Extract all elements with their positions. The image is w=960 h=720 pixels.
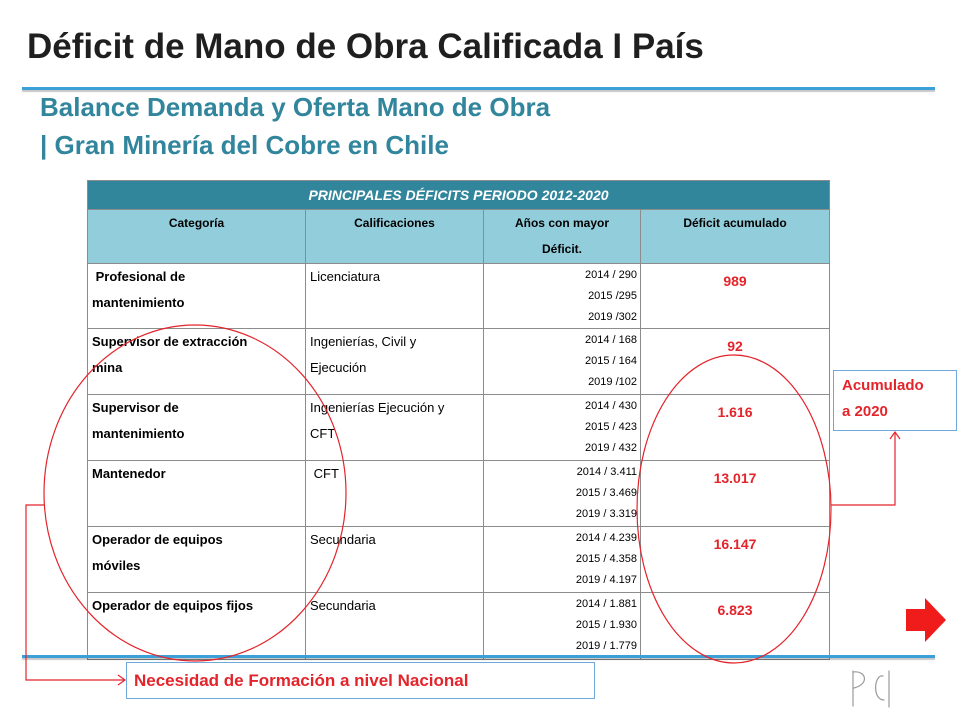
cell-calificaciones: Secundaria (305, 526, 484, 593)
cell-categoria: Supervisor de extracción mina (87, 328, 306, 395)
callout-acumulado-line-2: a 2020 (842, 403, 888, 420)
cell-deficit: 92 (640, 328, 830, 395)
table-row: Supervisor de mantenimiento Ingenierías … (87, 394, 830, 461)
callout-necesidad: Necesidad de Formación a nivel Nacional (126, 662, 595, 699)
table-caption-row: PRINCIPALES DÉFICITS PERIODO 2012-2020 (87, 180, 830, 210)
cell-calificaciones: Ingenierías, Civil y Ejecución (305, 328, 484, 395)
deficit-table: PRINCIPALES DÉFICITS PERIODO 2012-2020 C… (87, 180, 830, 660)
callout-acumulado-line-1: Acumulado (842, 377, 924, 394)
anio-value: 2019 / 3.319 (575, 508, 637, 520)
table-row: Operador de equipos móviles Secundaria 2… (87, 526, 830, 593)
anio-value: 2014 / 4.239 (575, 532, 637, 544)
anio-value: 2019 / 4.197 (575, 574, 637, 586)
cell-anios: 2014 / 430 2015 / 423 2019 / 432 (483, 394, 641, 461)
cell-deficit: 6.823 (640, 592, 830, 660)
pci-logo (852, 670, 890, 708)
cell-categoria: Operador de equipos fijos (87, 592, 306, 660)
subtitle-line-1: Balance Demanda y Oferta Mano de Obra (40, 92, 551, 122)
cell-anios: 2014 / 1.881 2015 / 1.930 2019 / 1.779 (483, 592, 641, 660)
table-header-row: Categoría Calificaciones Años con mayor … (87, 209, 830, 264)
cell-calificaciones: Secundaria (305, 592, 484, 660)
table-row: Supervisor de extracción mina Ingeniería… (87, 328, 830, 395)
anio-value: 2019 / 1.779 (575, 640, 637, 652)
cell-categoria: Supervisor de mantenimiento (87, 394, 306, 461)
cell-anios: 2014 / 168 2015 / 164 2019 /102 (483, 328, 641, 395)
table-caption: PRINCIPALES DÉFICITS PERIODO 2012-2020 (87, 180, 830, 210)
cell-categoria: Profesional de mantenimiento (87, 263, 306, 329)
anio-value: 2014 / 290 (585, 269, 637, 281)
cell-deficit: 1.616 (640, 394, 830, 461)
header-deficit: Déficit acumulado (640, 209, 830, 264)
anio-value: 2014 / 430 (585, 400, 637, 412)
header-anios: Años con mayor Déficit. (483, 209, 641, 264)
anio-value: 2015 / 1.930 (575, 619, 637, 631)
cell-categoria: Mantenedor (87, 460, 306, 527)
anio-value: 2019 / 432 (585, 442, 637, 454)
cell-deficit: 16.147 (640, 526, 830, 593)
arrow-right-icon[interactable] (904, 596, 948, 644)
cell-calificaciones: Ingenierías Ejecución y CFT (305, 394, 484, 461)
connector-to-acumulado (831, 433, 896, 506)
table-row: Mantenedor CFT 2014 / 3.411 2015 / 3.469… (87, 460, 830, 527)
cell-anios: 2014 / 4.239 2015 / 4.358 2019 / 4.197 (483, 526, 641, 593)
anio-value: 2014 / 3.411 (576, 466, 637, 478)
cell-anios: 2014 / 3.411 2015 / 3.469 2019 / 3.319 (483, 460, 641, 527)
cell-calificaciones: CFT (305, 460, 484, 527)
anio-value: 2015 / 164 (585, 355, 637, 367)
slide-title: Déficit de Mano de Obra Calificada I Paí… (27, 27, 704, 66)
subtitle-line-2: | Gran Minería del Cobre en Chile (40, 130, 449, 160)
table-row: Profesional de mantenimiento Licenciatur… (87, 263, 830, 329)
cell-calificaciones: Licenciatura (305, 263, 484, 329)
anio-value: 2015 / 4.358 (575, 553, 637, 565)
table-row: Operador de equipos fijos Secundaria 201… (87, 592, 830, 660)
anio-value: 2019 /302 (588, 311, 637, 323)
anio-value: 2019 /102 (588, 376, 637, 388)
header-calificaciones: Calificaciones (305, 209, 484, 264)
connector-arrowhead-up-icon (889, 430, 901, 440)
header-categoria: Categoría (87, 209, 306, 264)
anio-value: 2015 / 3.469 (575, 487, 637, 499)
title-divider (22, 87, 935, 90)
footer-divider (22, 655, 935, 658)
cell-deficit: 13.017 (640, 460, 830, 527)
connector-arrowhead-right-icon (117, 674, 127, 686)
anio-value: 2014 / 168 (585, 334, 637, 346)
cell-anios: 2014 / 290 2015 /295 2019 /302 (483, 263, 641, 329)
cell-deficit: 989 (640, 263, 830, 329)
callout-acumulado: Acumulado a 2020 (833, 370, 957, 431)
anio-value: 2014 / 1.881 (575, 598, 637, 610)
cell-categoria: Operador de equipos móviles (87, 526, 306, 593)
anio-value: 2015 / 423 (585, 421, 637, 433)
anio-value: 2015 /295 (588, 290, 637, 302)
